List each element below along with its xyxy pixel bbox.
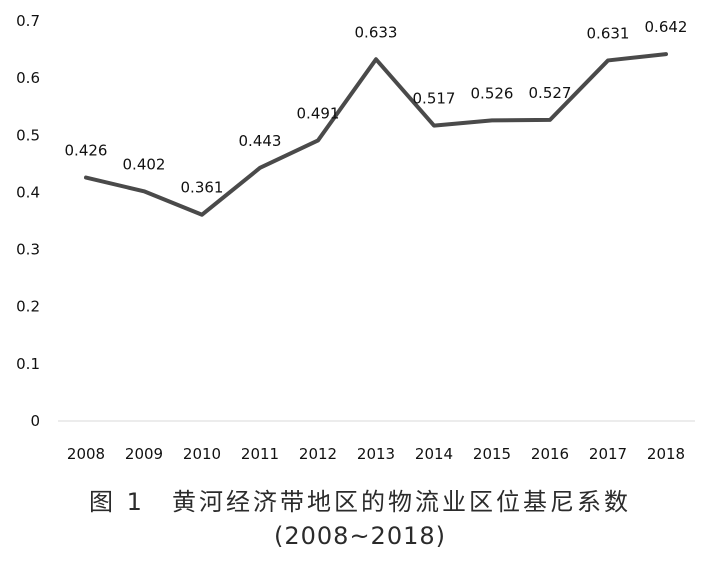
y-axis: 0 0.1 0.2 0.3 0.4 0.5 0.6 0.7 <box>16 12 40 430</box>
line-chart: 00.10.20.30.40.50.60.7 2008 2009 2010 2011 2… <box>16 12 695 463</box>
data-label: 0.642 <box>645 18 688 36</box>
x-tick-label: 2015 <box>473 445 511 463</box>
y-tick-label: 0.4 <box>16 183 40 201</box>
y-tick-label: 0.1 <box>16 355 40 373</box>
x-axis: 2008 2009 2010 2011 2012 2013 2014 2015 2016 2017… <box>67 445 685 463</box>
y-tick-label: 0.7 <box>16 12 40 30</box>
y-tick-label: 0.3 <box>16 241 40 259</box>
x-tick-label: 2018 <box>647 445 685 463</box>
x-tick-label: 2014 <box>415 445 453 463</box>
y-tick-label: 0 <box>30 412 40 430</box>
data-label: 0.361 <box>181 179 224 197</box>
data-label: 0.443 <box>239 132 282 150</box>
y-tick-label: 0.5 <box>16 126 40 144</box>
data-label: 0.527 <box>529 84 572 102</box>
data-label: 0.402 <box>123 155 166 173</box>
data-label: 0.517 <box>413 90 456 108</box>
data-label: 0.633 <box>355 23 398 41</box>
data-label: 0.631 <box>587 24 630 42</box>
data-label: 0.491 <box>297 104 340 122</box>
data-label: 0.526 <box>471 84 514 102</box>
x-tick-label: 2008 <box>67 445 105 463</box>
x-tick-label: 2017 <box>589 445 627 463</box>
figure-caption-years: (2008~2018) <box>274 522 446 550</box>
x-tick-label: 2010 <box>183 445 221 463</box>
data-label: 0.426 <box>65 142 108 160</box>
x-tick-label: 2012 <box>299 445 337 463</box>
x-tick-label: 2009 <box>125 445 163 463</box>
series-line <box>84 52 668 217</box>
figure-caption-title: 图 1 黄河经济带地区的物流业区位基尼系数 <box>89 488 631 516</box>
x-tick-label: 2013 <box>357 445 395 463</box>
x-tick-label: 2016 <box>531 445 569 463</box>
y-tick-label: 0.2 <box>16 298 40 316</box>
y-tick-label: 0.6 <box>16 69 40 87</box>
x-tick-label: 2011 <box>241 445 279 463</box>
data-labels: 0.426 0.402 0.361 0.443 0.491 0.633 0.517 0.526… <box>65 18 688 197</box>
